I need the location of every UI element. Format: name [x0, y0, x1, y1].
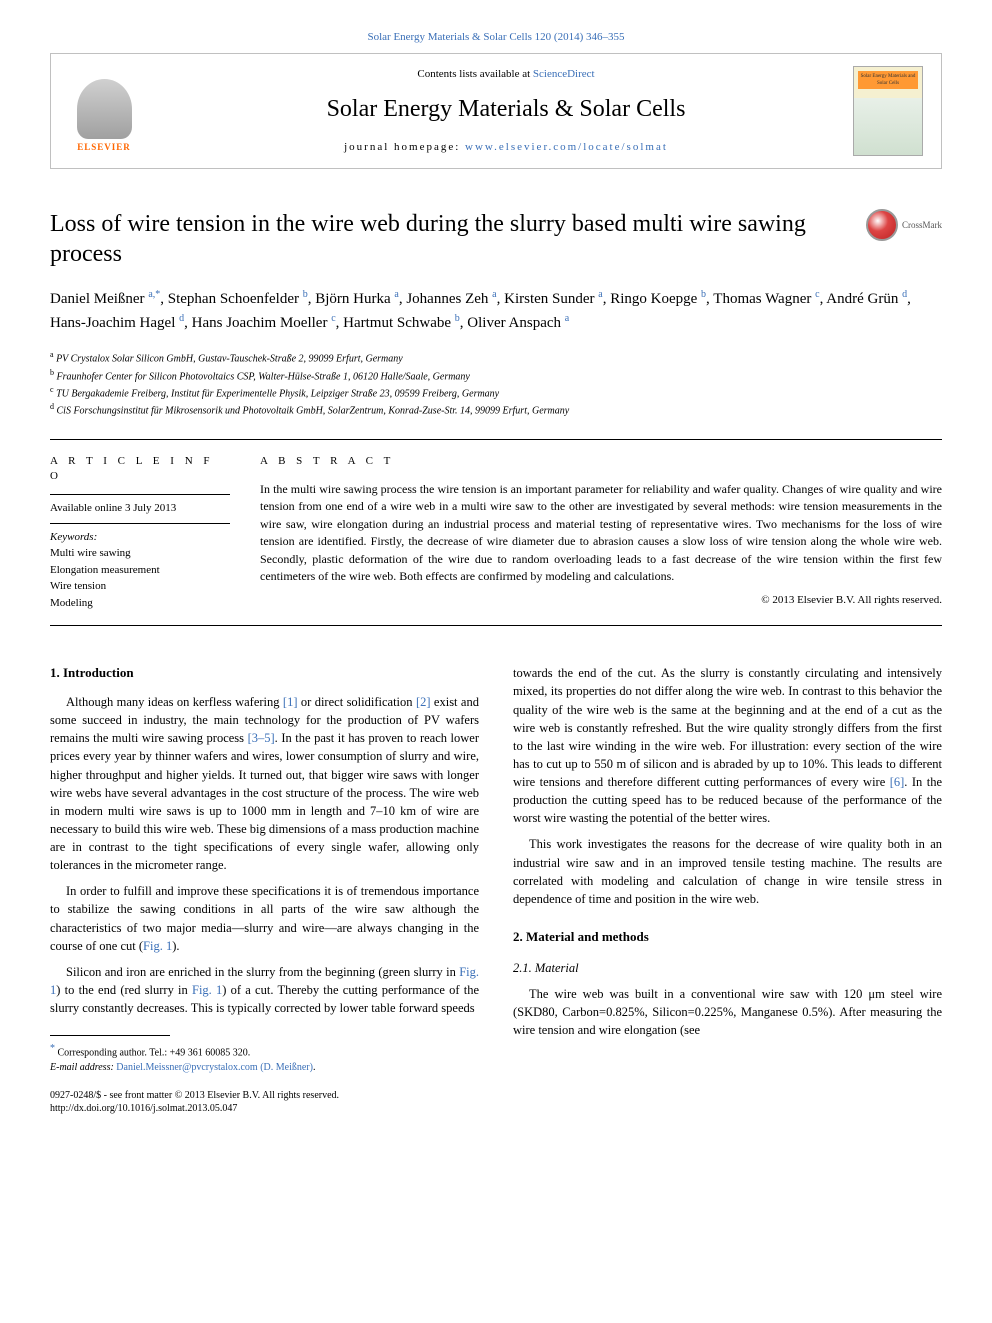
citation-link[interactable]: [2]	[416, 695, 431, 709]
author: Hans-Joachim Hagel	[50, 315, 175, 331]
keywords-label: Keywords:	[50, 530, 230, 545]
corresponding-footnote: * Corresponding author. Tel.: +49 361 60…	[50, 1042, 479, 1060]
subsection-heading: 2.1. Material	[513, 959, 942, 977]
keyword: Wire tension	[50, 578, 230, 595]
title-row: Loss of wire tension in the wire web dur…	[50, 209, 942, 269]
column-right: towards the end of the cut. As the slurr…	[513, 664, 942, 1114]
contents-line: Contents lists available at ScienceDirec…	[159, 67, 853, 82]
citation-link[interactable]: [3–5]	[248, 731, 275, 745]
affiliation: d CiS Forschungsinstitut für Mikrosensor…	[50, 401, 942, 418]
sciencedirect-link[interactable]: ScienceDirect	[533, 68, 595, 80]
affiliations: a PV Crystalox Solar Silicon GmbH, Gusta…	[50, 349, 942, 418]
figure-link[interactable]: Fig. 1	[143, 939, 172, 953]
author: Hartmut Schwabe	[343, 315, 451, 331]
affil-sup[interactable]: d	[902, 289, 907, 300]
homepage-prefix: journal homepage:	[344, 141, 465, 153]
info-abstract-row: A R T I C L E I N F O Available online 3…	[50, 454, 942, 612]
elsevier-label: ELSEVIER	[77, 141, 131, 154]
abstract-heading: A B S T R A C T	[260, 454, 942, 469]
column-left: 1. Introduction Although many ideas on k…	[50, 664, 479, 1114]
figure-link[interactable]: Fig. 1	[192, 983, 222, 997]
corresp-sup[interactable]: *	[155, 289, 160, 300]
citation-link[interactable]: [6]	[890, 775, 905, 789]
elsevier-tree-icon	[77, 79, 132, 139]
divider	[50, 494, 230, 495]
author: André Grün	[826, 291, 898, 307]
journal-name: Solar Energy Materials & Solar Cells	[159, 93, 853, 127]
affiliation: b Fraunhofer Center for Silicon Photovol…	[50, 367, 942, 384]
journal-header: ELSEVIER Contents lists available at Sci…	[50, 53, 942, 169]
author: Johannes Zeh	[406, 291, 488, 307]
header-center: Contents lists available at ScienceDirec…	[159, 67, 853, 155]
available-online: Available online 3 July 2013	[50, 501, 230, 516]
affil-sup[interactable]: b	[455, 313, 460, 324]
author: Oliver Anspach	[467, 315, 561, 331]
crossmark-icon	[866, 209, 898, 241]
section-heading: 2. Material and methods	[513, 928, 942, 947]
journal-citation[interactable]: Solar Energy Materials & Solar Cells 120…	[50, 30, 942, 45]
paragraph: The wire web was built in a conventional…	[513, 985, 942, 1039]
abstract-text: In the multi wire sawing process the wir…	[260, 481, 942, 585]
author: Daniel Meißner	[50, 291, 145, 307]
paragraph: In order to fulfill and improve these sp…	[50, 882, 479, 955]
affil-sup[interactable]: a	[492, 289, 496, 300]
affil-sup[interactable]: a	[565, 313, 569, 324]
divider	[50, 625, 942, 626]
section-heading: 1. Introduction	[50, 664, 479, 683]
affil-sup[interactable]: b	[701, 289, 706, 300]
author: Stephan Schoenfelder	[168, 291, 299, 307]
article-info-heading: A R T I C L E I N F O	[50, 454, 230, 485]
doi-line[interactable]: http://dx.doi.org/10.1016/j.solmat.2013.…	[50, 1102, 479, 1115]
article-info-column: A R T I C L E I N F O Available online 3…	[50, 454, 260, 612]
affil-sup[interactable]: b	[303, 289, 308, 300]
author: Hans Joachim Moeller	[192, 315, 328, 331]
abstract-copyright: © 2013 Elsevier B.V. All rights reserved…	[260, 593, 942, 608]
divider	[50, 523, 230, 524]
paragraph: Although many ideas on kerfless wafering…	[50, 693, 479, 874]
affiliation: c TU Bergakademie Freiberg, Institut für…	[50, 384, 942, 401]
affil-sup[interactable]: a	[394, 289, 398, 300]
citation-link[interactable]: [1]	[283, 695, 298, 709]
author: Thomas Wagner	[713, 291, 811, 307]
authors-list: Daniel Meißner a,*, Stephan Schoenfelder…	[50, 287, 942, 335]
email-footnote: E-mail address: Daniel.Meissner@pvcrysta…	[50, 1061, 479, 1075]
paragraph: Silicon and iron are enriched in the slu…	[50, 963, 479, 1017]
affil-sup[interactable]: c	[815, 289, 819, 300]
author: Ringo Koepge	[610, 291, 697, 307]
keywords-list: Multi wire sawing Elongation measurement…	[50, 545, 230, 611]
email-link[interactable]: Daniel.Meissner@pvcrystalox.com (D. Meiß…	[116, 1062, 313, 1073]
homepage-link[interactable]: www.elsevier.com/locate/solmat	[465, 141, 668, 153]
divider	[50, 439, 942, 440]
article-title: Loss of wire tension in the wire web dur…	[50, 209, 866, 269]
keyword: Modeling	[50, 595, 230, 612]
paragraph: towards the end of the cut. As the slurr…	[513, 664, 942, 827]
affil-sup[interactable]: a	[598, 289, 602, 300]
elsevier-logo[interactable]: ELSEVIER	[69, 69, 139, 154]
body-columns: 1. Introduction Although many ideas on k…	[50, 664, 942, 1114]
crossmark-badge[interactable]: CrossMark	[866, 209, 942, 241]
keyword: Elongation measurement	[50, 562, 230, 579]
contents-prefix: Contents lists available at	[417, 68, 532, 80]
abstract-column: A B S T R A C T In the multi wire sawing…	[260, 454, 942, 612]
author: Björn Hurka	[315, 291, 390, 307]
journal-cover-thumbnail[interactable]: Solar Energy Materials and Solar Cells	[853, 66, 923, 156]
cover-title-band: Solar Energy Materials and Solar Cells	[858, 71, 918, 89]
issn-line: 0927-0248/$ - see front matter © 2013 El…	[50, 1089, 479, 1102]
affil-sup[interactable]: d	[179, 313, 184, 324]
affil-sup[interactable]: c	[331, 313, 335, 324]
bottom-info: 0927-0248/$ - see front matter © 2013 El…	[50, 1089, 479, 1115]
homepage-line: journal homepage: www.elsevier.com/locat…	[159, 140, 853, 155]
crossmark-label: CrossMark	[902, 219, 942, 232]
keyword: Multi wire sawing	[50, 545, 230, 562]
footnote-rule	[50, 1035, 170, 1036]
paragraph: This work investigates the reasons for t…	[513, 835, 942, 908]
author: Kirsten Sunder	[504, 291, 594, 307]
affiliation: a PV Crystalox Solar Silicon GmbH, Gusta…	[50, 349, 942, 366]
